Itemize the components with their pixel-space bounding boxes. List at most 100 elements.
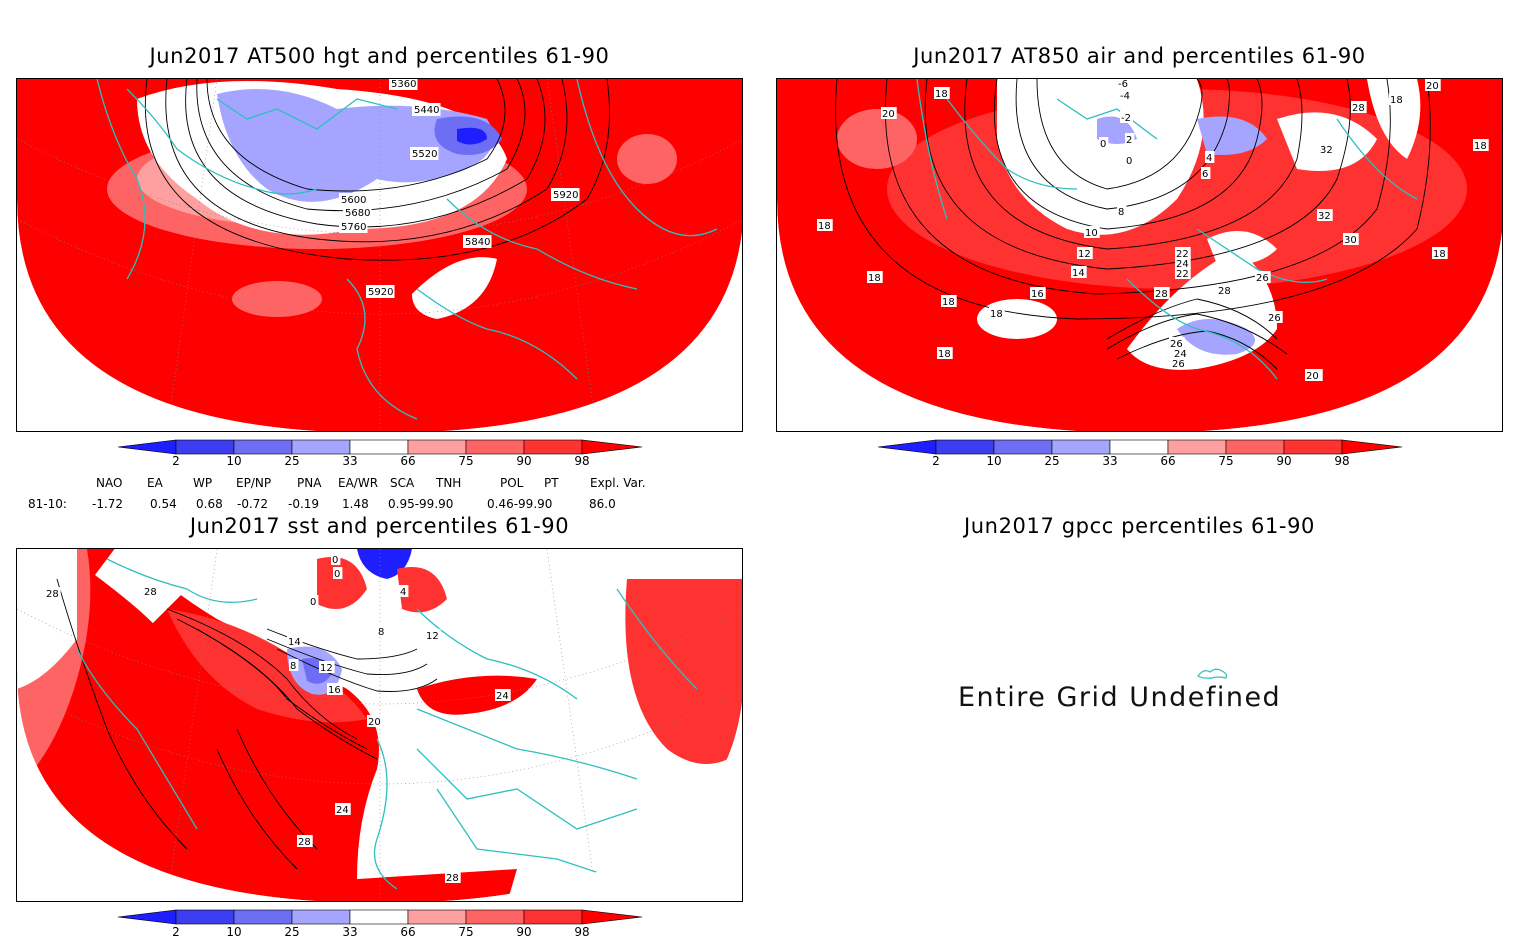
contour-label: 8 xyxy=(377,625,387,638)
field-blue-light xyxy=(1197,116,1267,155)
contour-label: 32 xyxy=(1317,209,1333,222)
colorbar-label: 98 xyxy=(574,454,590,468)
contour-label: 4 xyxy=(399,585,409,598)
gpcc-undefined-message: Entire Grid Undefined xyxy=(958,682,1282,713)
svg-text:8: 8 xyxy=(1118,207,1124,218)
contour-labels-sst: 28 0 0 0 4 8 8 12 12 14 16 20 24 24 28 2… xyxy=(45,553,511,884)
contour-label: -4 xyxy=(1119,89,1132,102)
contour-label: 32 xyxy=(1319,143,1335,156)
contour-label: 22 xyxy=(1175,267,1191,280)
svg-text:5760: 5760 xyxy=(341,222,366,233)
colorbar-label: 33 xyxy=(1102,454,1118,468)
index-header: PNA xyxy=(297,476,322,490)
contour-label: 0 xyxy=(309,595,319,608)
svg-text:32: 32 xyxy=(1320,145,1333,156)
colorbar-air850: 2 10 25 33 66 75 90 98 xyxy=(877,439,1403,470)
contour-label: 5920 xyxy=(551,188,580,201)
svg-text:24: 24 xyxy=(496,691,509,702)
contour-label: 12 xyxy=(1077,247,1093,260)
contour-label: 28 xyxy=(1351,101,1367,114)
svg-text:4: 4 xyxy=(1206,153,1212,164)
contour-label: 18 xyxy=(1432,247,1448,260)
index-header: PT xyxy=(544,476,559,490)
contour-label: 18 xyxy=(934,87,950,100)
contour-label: 0 xyxy=(1099,137,1109,150)
map-panel-air850: -6 -4 -2 2 0 0 4 6 8 10 12 14 16 18 18 1… xyxy=(776,78,1503,432)
index-header: EA xyxy=(147,476,163,490)
colorbar-label: 75 xyxy=(458,925,474,939)
contour-label: 5840 xyxy=(463,235,492,248)
colorbar-label: 75 xyxy=(1218,454,1234,468)
svg-text:14: 14 xyxy=(1072,268,1085,279)
contour-label: 12 xyxy=(425,629,441,642)
indices-value-row: 81-10: -1.72 0.54 0.68 -0.72 -0.19 1.48 … xyxy=(0,497,760,513)
map-panel-hgt500: 5360 5440 5520 5600 5680 5760 5840 5920 … xyxy=(16,78,743,432)
svg-text:-6: -6 xyxy=(1118,79,1128,90)
svg-text:10: 10 xyxy=(1085,228,1098,239)
svg-text:5920: 5920 xyxy=(553,190,578,201)
svg-text:5840: 5840 xyxy=(465,237,490,248)
panel-title-hgt500: Jun2017 AT500 hgt and percentiles 61-90 xyxy=(149,44,610,68)
field-blue-dark xyxy=(457,127,487,145)
index-header: POL xyxy=(500,476,524,490)
contour-label: 5920 xyxy=(366,285,395,298)
contour-label: 18 xyxy=(937,347,953,360)
colorbar-hgt500: 2 10 25 33 66 75 90 98 xyxy=(117,439,643,470)
svg-text:26: 26 xyxy=(1268,313,1281,324)
contour-labels-hgt500: 5360 5440 5520 5600 5680 5760 5840 5920 … xyxy=(339,79,580,298)
index-row-label: 81-10: xyxy=(28,497,67,511)
contour-label: 10 xyxy=(1084,226,1100,239)
svg-text:26: 26 xyxy=(1256,273,1269,284)
contour-label: 12 xyxy=(319,661,335,674)
contour-label: 26 xyxy=(1255,271,1271,284)
contour-label: 14 xyxy=(287,635,303,648)
svg-text:20: 20 xyxy=(1306,371,1319,382)
colorbar-label: 90 xyxy=(516,925,532,939)
svg-text:22: 22 xyxy=(1176,269,1189,280)
contour-label: 28 xyxy=(45,587,61,600)
colorbar-label: 25 xyxy=(1044,454,1060,468)
contour-label: 24 xyxy=(495,689,511,702)
contour-label: 28 xyxy=(143,585,159,598)
index-header: TNH xyxy=(436,476,462,490)
colorbar-label: 90 xyxy=(1276,454,1292,468)
field-atlantic-red xyxy=(17,549,379,901)
contour-label: 28 xyxy=(297,835,313,848)
svg-text:28: 28 xyxy=(1218,286,1231,297)
svg-text:22: 22 xyxy=(1176,249,1189,260)
svg-text:6: 6 xyxy=(1202,169,1208,180)
contour-labels-air850: -6 -4 -2 2 0 0 4 6 8 10 12 14 16 18 18 1… xyxy=(817,79,1489,382)
svg-text:18: 18 xyxy=(1433,249,1446,260)
index-value: 0.68 xyxy=(196,497,223,511)
index-value: -0.72 xyxy=(237,497,269,511)
gpcc-stray-coastline xyxy=(1197,668,1228,679)
contour-label: 5600 xyxy=(339,193,368,206)
contour-label: 26 xyxy=(1267,311,1283,324)
svg-text:5360: 5360 xyxy=(391,79,416,90)
contour-label: 2 xyxy=(1125,133,1135,146)
colorbar-label: 2 xyxy=(932,454,940,468)
svg-text:28: 28 xyxy=(298,837,311,848)
svg-text:5600: 5600 xyxy=(341,195,366,206)
contour-label: 28 xyxy=(1217,284,1233,297)
contour-label: 0 xyxy=(333,567,343,580)
contour-label: 4 xyxy=(1205,151,1215,164)
field-white xyxy=(997,79,1204,235)
svg-text:0: 0 xyxy=(1126,156,1132,167)
svg-text:20: 20 xyxy=(882,109,895,120)
contour-label: 18 xyxy=(867,271,883,284)
contour-label: 8 xyxy=(1117,205,1127,218)
index-header: EA/WR xyxy=(338,476,379,490)
svg-text:-4: -4 xyxy=(1120,91,1130,102)
colorbar-label: 10 xyxy=(226,925,242,939)
svg-text:0: 0 xyxy=(310,597,316,608)
index-value: -0.19 xyxy=(288,497,320,511)
contour-label: 20 xyxy=(1425,79,1441,92)
contour-label: 18 xyxy=(817,219,833,232)
colorbar-label: 75 xyxy=(458,454,474,468)
index-header: SCA xyxy=(390,476,415,490)
colorbar-label: 10 xyxy=(986,454,1002,468)
contours-air850 xyxy=(835,79,1431,370)
svg-text:18: 18 xyxy=(818,221,831,232)
colorbar-label: 98 xyxy=(574,925,590,939)
